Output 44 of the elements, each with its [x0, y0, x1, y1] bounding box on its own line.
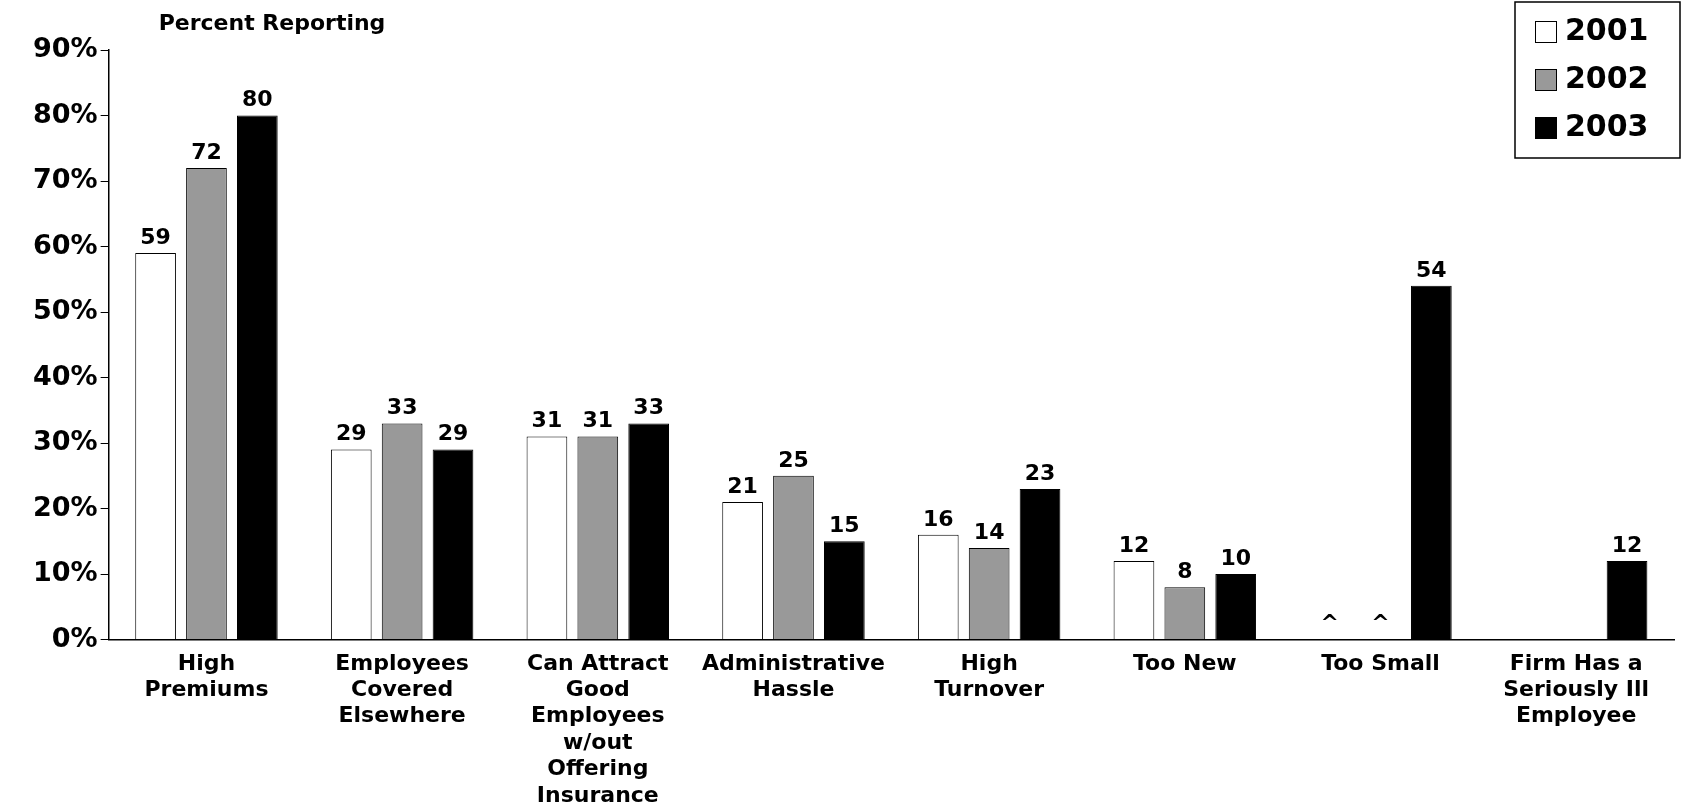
data-label: 16 [922, 505, 954, 531]
data-label: 72 [191, 138, 222, 164]
x-tick-label: High Turnover [934, 649, 1045, 701]
y-tick-label: 20% [32, 490, 98, 522]
y-tick-label: 0% [51, 621, 98, 653]
y-tick-label: 40% [32, 359, 98, 391]
data-label: 10 [1220, 544, 1252, 570]
legend-label: 2001 [1565, 11, 1649, 47]
y-axis-title: Percent Reporting [158, 9, 386, 35]
x-tick-label: Can Attract Good Employees w/out Offering Insurance [526, 649, 670, 807]
data-label: 33 [386, 394, 418, 420]
x-tick-label: Firm Has a Seriously Ill Employee [1503, 649, 1650, 728]
text: ^ [1320, 610, 1339, 636]
data-label: 31 [531, 407, 563, 433]
data-label: 14 [973, 518, 1005, 544]
data-label: 31 [582, 407, 614, 433]
x-tick-label: Too Small [1321, 649, 1440, 675]
y-tick-label: 10% [32, 556, 98, 588]
data-label: 8 [1177, 557, 1193, 583]
y-tick-label: 80% [32, 97, 98, 129]
data-label: 21 [727, 472, 758, 498]
x-tick-label: Too New [1133, 649, 1237, 675]
data-label: 12 [1611, 531, 1643, 557]
data-label: 29 [437, 420, 469, 446]
x-tick-label: Employees Covered Elsewhere [335, 649, 469, 728]
data-label: 15 [829, 512, 860, 538]
legend-label: 2002 [1565, 59, 1649, 95]
y-tick-label: 60% [32, 228, 98, 260]
y-tick-label: 50% [32, 294, 98, 326]
x-tick-label: Administrative Hassle [701, 649, 886, 701]
y-tick-label: 90% [32, 32, 98, 64]
data-label: 80 [242, 86, 273, 112]
data-label: 25 [778, 446, 809, 472]
data-label: 23 [1024, 459, 1056, 485]
data-label: 29 [335, 420, 367, 446]
data-label: 59 [140, 223, 171, 249]
y-tick-label: 30% [32, 425, 98, 457]
data-label: 12 [1118, 531, 1150, 557]
x-tick-label: High Premiums [144, 649, 269, 701]
data-label: 54 [1416, 256, 1447, 282]
text: ^ [1371, 610, 1390, 636]
y-tick-label: 70% [32, 163, 98, 195]
legend-label: 2003 [1565, 107, 1649, 143]
data-label: 33 [633, 394, 664, 420]
